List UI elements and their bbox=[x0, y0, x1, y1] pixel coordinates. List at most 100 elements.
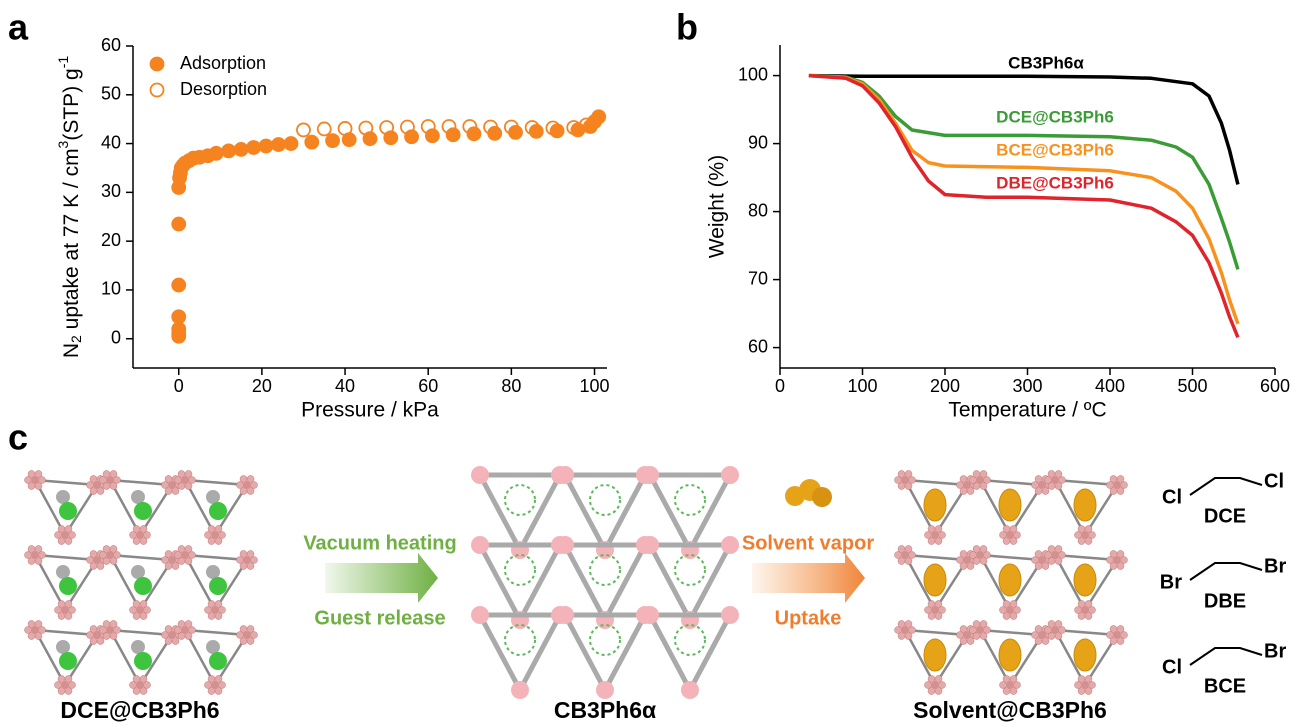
cluster-atom bbox=[130, 682, 137, 689]
framework-link bbox=[650, 475, 730, 550]
cluster-atom bbox=[895, 627, 902, 634]
diagram: c Vacuum heating Guest release Solvent v… bbox=[8, 417, 1286, 724]
cluster-atom bbox=[1059, 552, 1066, 559]
cluster-atom bbox=[55, 532, 62, 539]
cluster-atom bbox=[970, 552, 977, 559]
cluster-core bbox=[93, 481, 101, 489]
guest-atom bbox=[209, 577, 227, 595]
y-tick-label: 40 bbox=[101, 132, 121, 152]
atom-label: Br bbox=[1264, 555, 1286, 577]
charts: a0204060801000102030405060Pressure / kPa… bbox=[8, 7, 1290, 422]
cluster-atom bbox=[1045, 627, 1052, 634]
x-tick-label: 80 bbox=[501, 376, 521, 396]
cluster-core bbox=[211, 531, 219, 539]
cluster-atom bbox=[984, 627, 991, 634]
guest-atom bbox=[59, 577, 77, 595]
node bbox=[641, 536, 659, 554]
panel-label: a bbox=[8, 7, 29, 48]
atom-label: Cl bbox=[1264, 470, 1284, 492]
cluster-atom bbox=[237, 482, 244, 489]
series-label: BCE@CB3Ph6 bbox=[996, 140, 1114, 159]
cluster-core bbox=[1051, 626, 1059, 634]
cluster-core bbox=[31, 551, 39, 559]
cluster-atom bbox=[1014, 607, 1021, 614]
cluster-atom bbox=[1121, 557, 1128, 564]
cluster-core bbox=[901, 476, 909, 484]
cluster-atom bbox=[895, 552, 902, 559]
guest-solvent bbox=[999, 489, 1021, 521]
molecule-name: BCE bbox=[1204, 675, 1246, 697]
cluster-atom bbox=[251, 632, 258, 639]
cluster-atom bbox=[909, 552, 916, 559]
node bbox=[721, 466, 739, 484]
cluster-atom bbox=[175, 552, 182, 559]
cluster-atom bbox=[251, 557, 258, 564]
cluster-atom bbox=[1000, 682, 1007, 689]
point bbox=[210, 147, 223, 160]
bond bbox=[1190, 563, 1262, 580]
node bbox=[641, 606, 659, 624]
cluster-atom bbox=[1000, 607, 1007, 614]
cluster-atom bbox=[939, 607, 946, 614]
x-tick-label: 0 bbox=[775, 376, 785, 396]
y-tick-label: 30 bbox=[101, 181, 121, 201]
cluster-atom bbox=[1014, 682, 1021, 689]
cluster-core bbox=[181, 626, 189, 634]
node bbox=[556, 536, 574, 554]
y-axis-label-part: N bbox=[60, 343, 83, 358]
guest-atom bbox=[56, 490, 70, 504]
point bbox=[235, 143, 248, 156]
guest-atom bbox=[59, 502, 77, 520]
x-tick-label: 300 bbox=[1012, 376, 1042, 396]
atom-label: Cl bbox=[1162, 656, 1182, 678]
pore bbox=[675, 625, 705, 655]
cluster-atom bbox=[1089, 682, 1096, 689]
cluster-atom bbox=[205, 607, 212, 614]
node bbox=[596, 681, 614, 699]
y-axis-label-part: 3 bbox=[55, 140, 71, 148]
cluster-core bbox=[31, 626, 39, 634]
cluster-atom bbox=[957, 482, 964, 489]
node bbox=[721, 606, 739, 624]
cluster-core bbox=[963, 631, 971, 639]
cluster-core bbox=[1113, 481, 1121, 489]
node bbox=[641, 466, 659, 484]
legend-label: Desorption bbox=[180, 79, 267, 99]
y-tick-label: 60 bbox=[101, 35, 121, 55]
cluster-atom bbox=[205, 682, 212, 689]
cluster-atom bbox=[39, 552, 46, 559]
cluster-atom bbox=[1089, 607, 1096, 614]
cluster-core bbox=[181, 551, 189, 559]
node bbox=[471, 536, 489, 554]
cluster-atom bbox=[205, 532, 212, 539]
bond bbox=[1190, 648, 1262, 665]
cluster-core bbox=[93, 556, 101, 564]
x-axis-label: Temperature / ºC bbox=[948, 399, 1106, 422]
cluster-atom bbox=[1045, 477, 1052, 484]
series-label: CB3Ph6α bbox=[1008, 53, 1084, 72]
node bbox=[556, 466, 574, 484]
cluster-core bbox=[1081, 681, 1089, 689]
caption: CB3Ph6α bbox=[554, 697, 656, 723]
cluster-core bbox=[106, 476, 114, 484]
cluster-atom bbox=[1032, 632, 1039, 639]
cluster-atom bbox=[114, 477, 121, 484]
guest-atom bbox=[206, 490, 220, 504]
step-label: Uptake bbox=[775, 607, 842, 629]
x-tick-label: 500 bbox=[1177, 376, 1207, 396]
cluster-core bbox=[1038, 631, 1046, 639]
pore bbox=[590, 625, 620, 655]
cluster-atom bbox=[25, 552, 32, 559]
cluster-atom bbox=[1032, 557, 1039, 564]
pore bbox=[675, 555, 705, 585]
cluster-atom bbox=[1121, 482, 1128, 489]
pore bbox=[505, 555, 535, 585]
molecule-name: DCE bbox=[1204, 505, 1246, 527]
point bbox=[172, 310, 185, 323]
node bbox=[471, 606, 489, 624]
pore bbox=[675, 485, 705, 515]
step-label: Guest release bbox=[314, 607, 445, 629]
x-tick-label: 40 bbox=[335, 376, 355, 396]
cluster-core bbox=[976, 476, 984, 484]
step-label: Solvent vapor bbox=[742, 532, 874, 554]
